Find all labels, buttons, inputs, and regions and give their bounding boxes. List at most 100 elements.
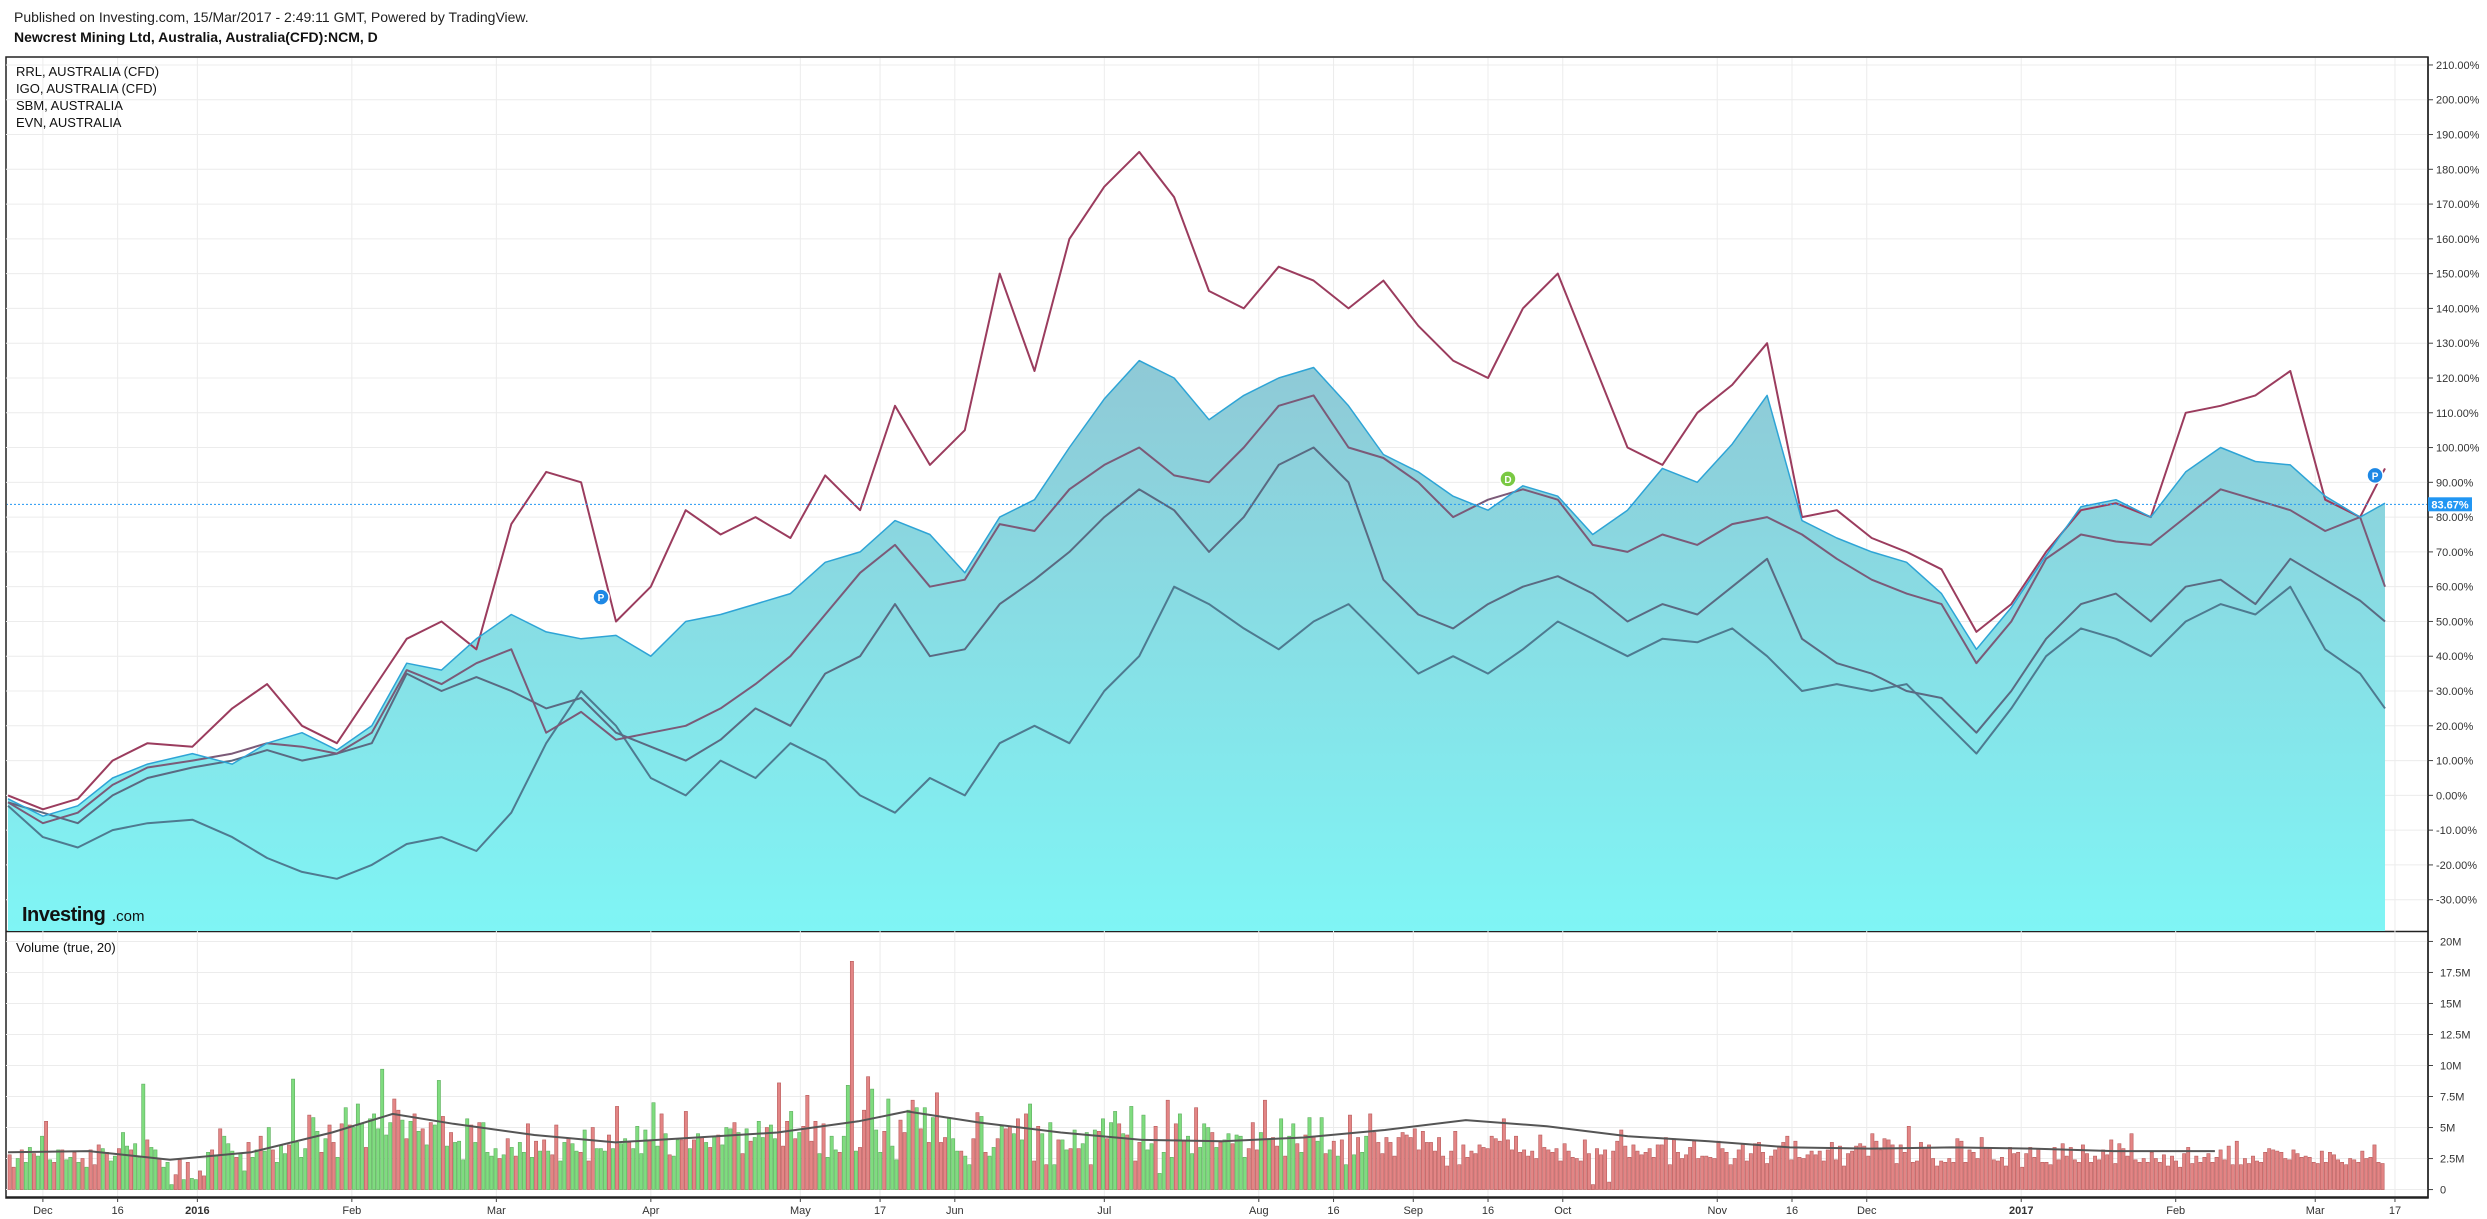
volume-bar	[1910, 1162, 1915, 1190]
volume-bar	[509, 1147, 514, 1190]
volume-bar	[1331, 1140, 1336, 1190]
volume-bar	[1291, 1123, 1296, 1190]
volume-bar	[955, 1150, 960, 1190]
volume-bar	[230, 1150, 235, 1190]
volume-bar	[2182, 1153, 2187, 1190]
volume-bar	[457, 1140, 462, 1190]
volume-bar	[2214, 1157, 2219, 1190]
volume-bar	[2283, 1158, 2288, 1190]
volume-bar	[1501, 1118, 1506, 1190]
volume-bar	[72, 1152, 77, 1190]
volume-bar	[720, 1144, 725, 1190]
volume-bar	[1854, 1145, 1859, 1190]
volume-bar	[1558, 1160, 1563, 1190]
volume-bar	[1931, 1158, 1936, 1190]
volume-bar	[2328, 1152, 2332, 1190]
y-tick-label: 50.00%	[2436, 616, 2474, 628]
volume-bar	[1574, 1158, 1579, 1190]
volume-bar	[279, 1144, 283, 1190]
volume-bar	[412, 1113, 417, 1190]
volume-bar	[1838, 1145, 1842, 1190]
series-rrl-line	[7, 150, 2386, 811]
volume-bar	[347, 1124, 352, 1190]
volume-bar	[2380, 1163, 2385, 1190]
volume-bar	[2089, 1162, 2093, 1190]
x-tick-label: 17	[2389, 1205, 2401, 1217]
volume-bar	[829, 1135, 834, 1190]
volume-bar	[274, 1162, 279, 1190]
volume-bar	[1368, 1113, 1373, 1190]
volume-bar	[1275, 1145, 1280, 1190]
volume-bar	[1570, 1157, 1575, 1190]
volume-bar	[1850, 1150, 1855, 1190]
volume-bar	[372, 1113, 377, 1190]
legend-item-sbm: SBM, AUSTRALIA	[16, 98, 123, 113]
investing-logo: Investing .com	[22, 904, 145, 926]
volume-bar	[1704, 1155, 1709, 1190]
volume-bar	[1546, 1149, 1551, 1190]
volume-bar	[449, 1132, 453, 1190]
volume-bar	[485, 1152, 490, 1190]
volume-bar	[1615, 1140, 1620, 1190]
volume-bar	[1935, 1165, 1940, 1190]
volume-bar	[408, 1121, 413, 1190]
volume-bar	[2117, 1143, 2122, 1190]
volume-bar	[108, 1160, 113, 1190]
volume-bar	[671, 1155, 676, 1190]
volume-bar	[963, 1155, 968, 1190]
volume-bar	[1578, 1160, 1583, 1190]
volume-bar	[2125, 1155, 2130, 1190]
volume-bar	[234, 1157, 239, 1190]
volume-bar	[270, 1149, 275, 1190]
volume-bar	[1092, 1129, 1097, 1190]
volume-bar	[445, 1145, 449, 1190]
volume-bar	[2016, 1152, 2021, 1190]
volume-bar	[1947, 1158, 1952, 1190]
volume-bar	[1149, 1143, 1154, 1190]
volume-bar	[1817, 1150, 1822, 1190]
volume-bar	[2344, 1164, 2349, 1190]
volume-bar	[1218, 1142, 1223, 1190]
volume-bar	[659, 1113, 664, 1190]
volume-bar	[1526, 1155, 1531, 1190]
volume-bar	[1044, 1164, 1049, 1190]
volume-bar	[991, 1147, 996, 1190]
volume-bar	[400, 1119, 405, 1190]
volume-bar	[773, 1138, 777, 1190]
volume-bar	[1728, 1164, 1733, 1190]
volume-bar	[801, 1126, 806, 1190]
volume-bar	[2238, 1164, 2243, 1190]
volume-bar	[1356, 1137, 1360, 1190]
y-tick-label: 90.00%	[2436, 477, 2474, 489]
volume-bar	[1258, 1132, 1263, 1190]
volume-bar	[1983, 1148, 1988, 1190]
volume-bar	[1360, 1152, 1365, 1190]
y-tick-label: 17.5M	[2440, 967, 2471, 979]
volume-bar	[635, 1126, 640, 1190]
volume-bar	[1177, 1113, 1182, 1190]
volume-bar	[307, 1114, 312, 1190]
y-tick-label: 190.00%	[2436, 130, 2480, 142]
volume-bar	[469, 1124, 474, 1190]
volume-bar	[1542, 1147, 1547, 1190]
volume-bar	[1028, 1103, 1032, 1190]
volume-bar	[566, 1138, 571, 1190]
volume-bar	[2076, 1162, 2081, 1190]
volume-bar	[619, 1143, 624, 1190]
volume-bar	[764, 1127, 769, 1190]
volume-bar	[1129, 1106, 1134, 1190]
volume-bar	[1991, 1159, 1996, 1190]
volume-bar	[947, 1117, 952, 1190]
volume-bar	[1562, 1143, 1567, 1190]
volume-bar	[1335, 1155, 1340, 1190]
volume-bar	[926, 1142, 931, 1190]
volume-bar	[1096, 1131, 1101, 1190]
series-ncm-area	[8, 360, 2385, 931]
volume-bar	[2133, 1159, 2138, 1190]
volume-bar	[432, 1124, 437, 1190]
x-tick-label: Feb	[342, 1205, 361, 1217]
volume-bar	[866, 1076, 871, 1190]
volume-bar	[2255, 1160, 2259, 1190]
volume-bar	[837, 1152, 842, 1190]
volume-bar	[343, 1107, 348, 1190]
